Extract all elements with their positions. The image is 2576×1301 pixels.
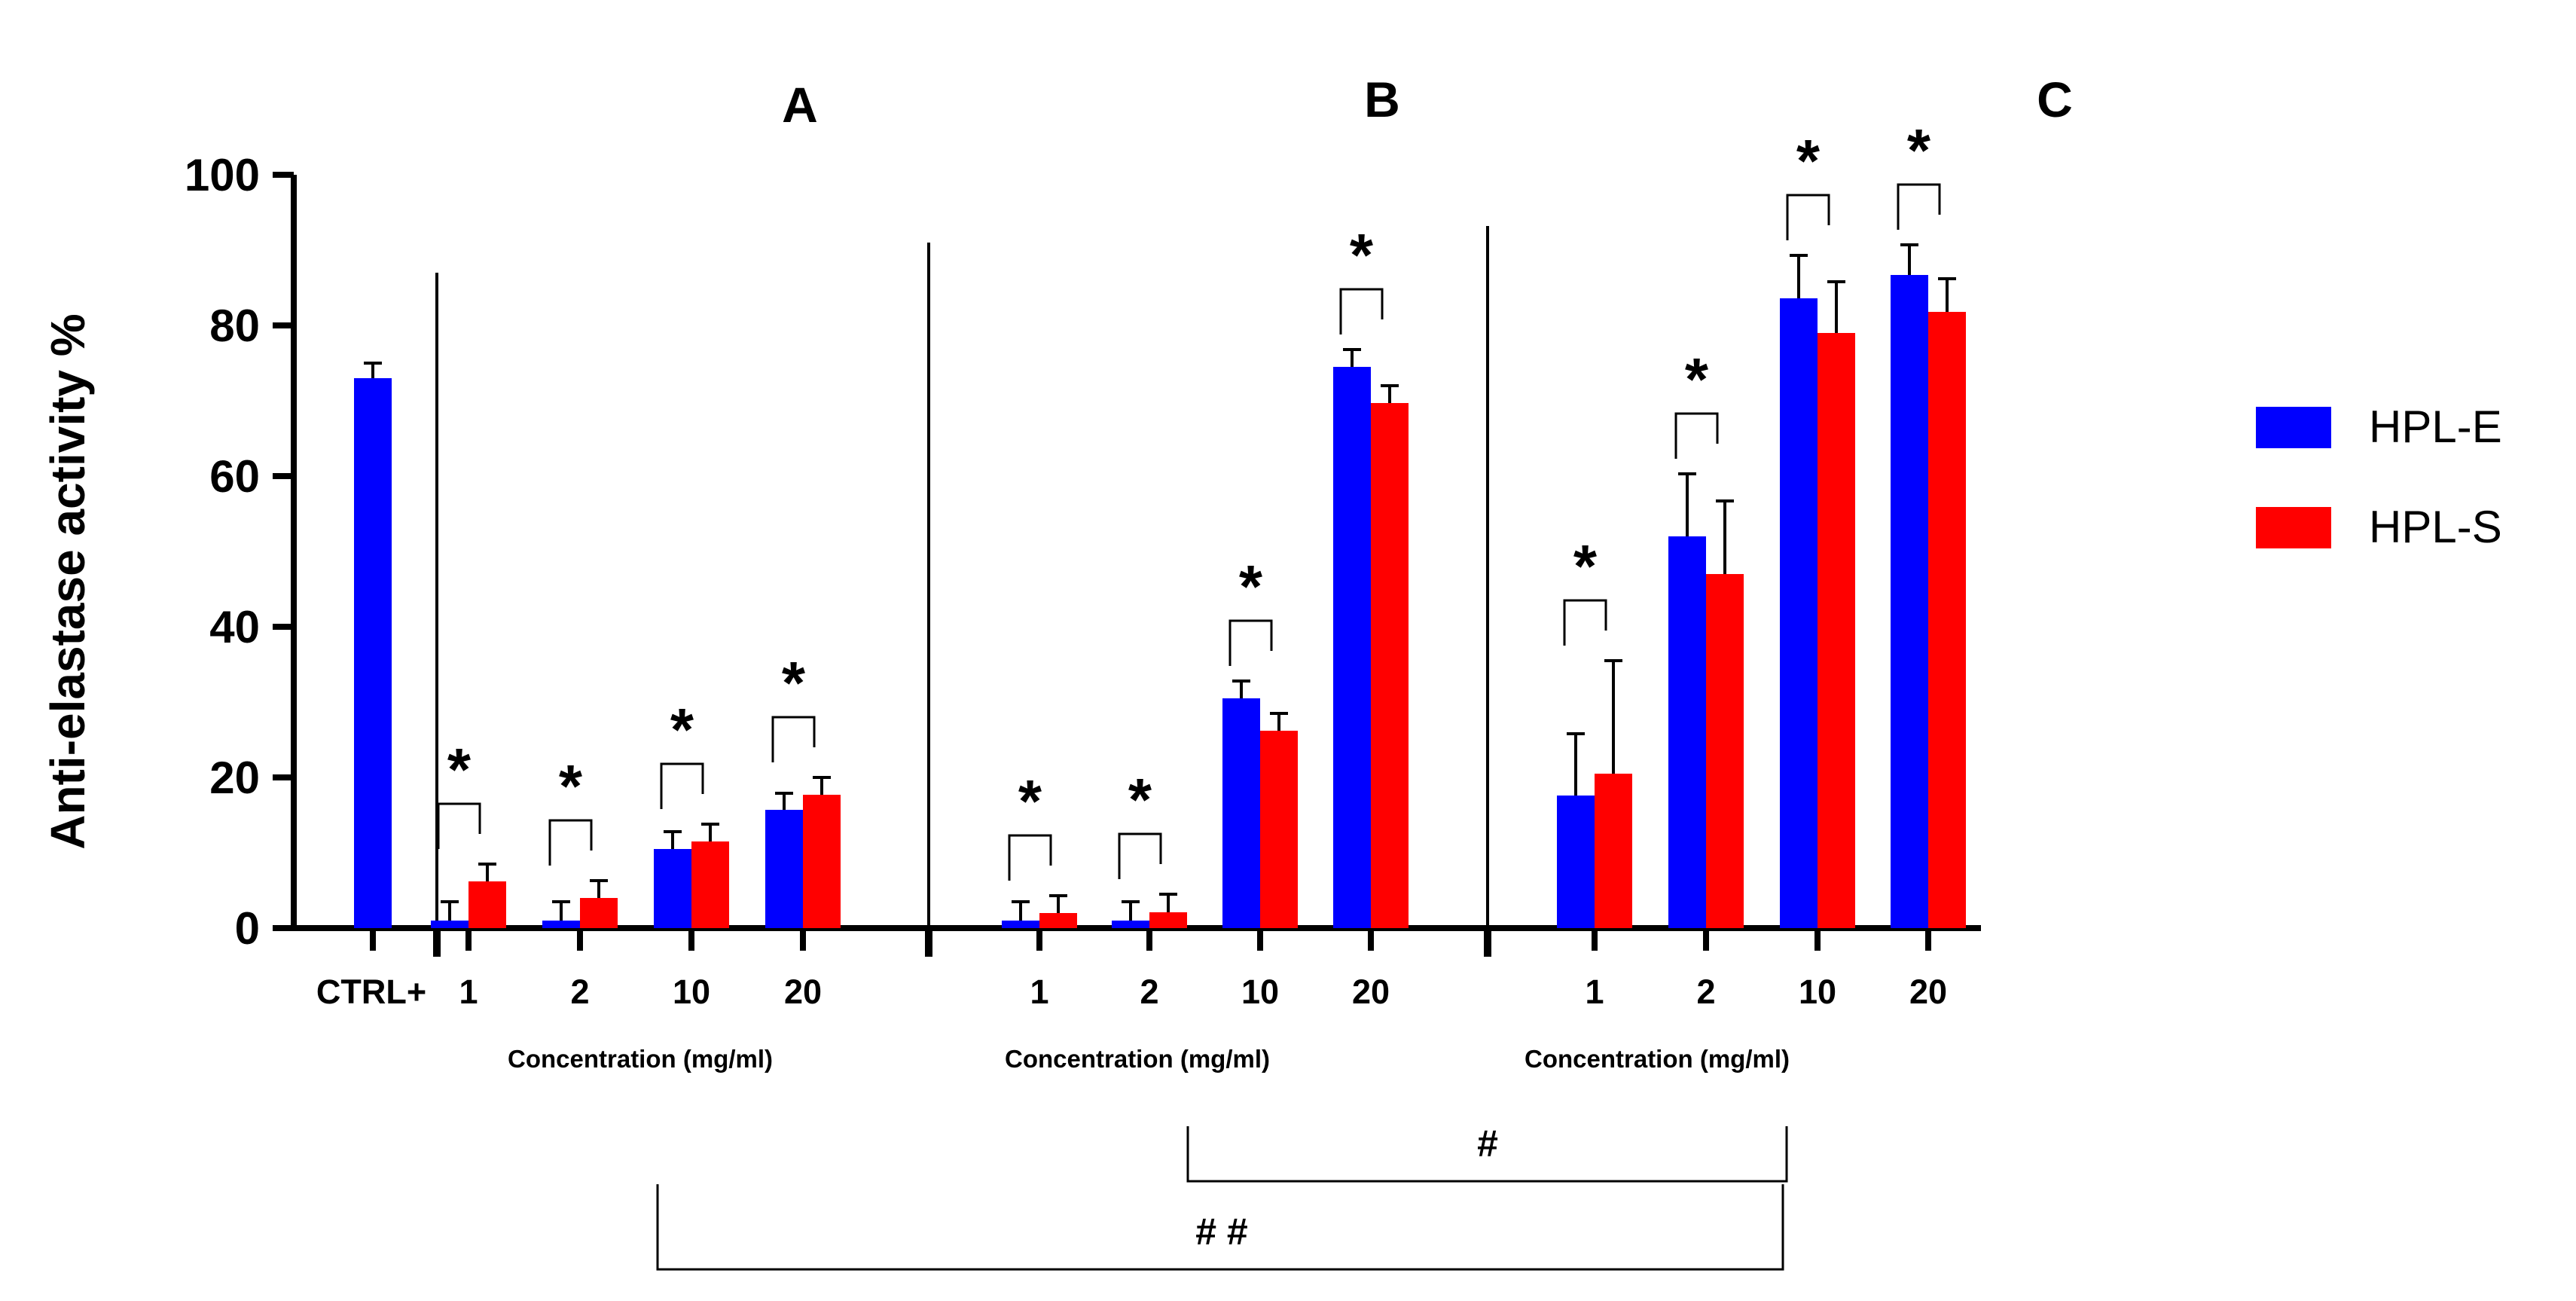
bar-hple bbox=[1780, 298, 1818, 928]
bar-hpls bbox=[1371, 403, 1409, 928]
bar-hpls bbox=[1818, 333, 1855, 928]
significance-star: * bbox=[1239, 553, 1263, 620]
bar-hple bbox=[1557, 796, 1595, 928]
significance-star: * bbox=[1573, 533, 1598, 600]
x-tick-label: 20 bbox=[1909, 973, 1947, 1011]
bar-hpls bbox=[1595, 774, 1632, 928]
bar-hpls bbox=[469, 881, 506, 928]
x-tick-label: 10 bbox=[1799, 973, 1836, 1011]
y-tick-label: 60 bbox=[209, 451, 260, 502]
bar-hple bbox=[431, 921, 469, 928]
group-comparison-bracket bbox=[656, 1184, 1784, 1271]
section-label: B bbox=[1364, 72, 1400, 127]
bar-hple bbox=[1891, 275, 1928, 928]
significance-star: * bbox=[447, 736, 472, 803]
chart-annotations: * * * * * * * * * * * * # # # bbox=[437, 117, 1941, 1271]
group-comparison-label: # bbox=[1477, 1122, 1498, 1165]
chart-legend: HPL-E HPL-S bbox=[2256, 402, 2502, 552]
bar-hple bbox=[1668, 536, 1706, 928]
significance-bracket bbox=[1563, 599, 1607, 646]
bar-hpls bbox=[691, 841, 729, 928]
significance-bracket bbox=[771, 716, 816, 762]
significance-bracket bbox=[1228, 619, 1273, 666]
chart-text: 0 20 40 60 80 100 Anti-elastase activity % CTRL… bbox=[41, 72, 2073, 1073]
bar-hpls bbox=[1260, 731, 1298, 928]
x-tick-label: 20 bbox=[1352, 973, 1390, 1011]
significance-star: * bbox=[782, 649, 806, 716]
bar-hple bbox=[1112, 921, 1149, 928]
x-axis-title: Concentration (mg/ml) bbox=[1525, 1045, 1790, 1073]
significance-bracket bbox=[1897, 183, 1941, 230]
x-tick-label: 2 bbox=[1140, 973, 1158, 1011]
bar-hple bbox=[542, 921, 580, 928]
significance-bracket bbox=[1339, 288, 1384, 334]
significance-star: * bbox=[1907, 117, 1931, 184]
significance-bracket bbox=[1674, 412, 1719, 459]
legend-label-hpl-e: HPL-E bbox=[2369, 402, 2502, 452]
bar-hpls bbox=[1149, 912, 1187, 928]
significance-star: * bbox=[1685, 346, 1709, 413]
bar-hpls bbox=[1928, 312, 1966, 928]
significance-bracket bbox=[1008, 834, 1052, 881]
section-label: C bbox=[2037, 72, 2073, 127]
legend-label-hpl-s: HPL-S bbox=[2369, 502, 2502, 552]
legend-swatch-hpl-s bbox=[2256, 507, 2331, 548]
bar-ctrl bbox=[354, 378, 392, 928]
significance-star: * bbox=[670, 696, 694, 763]
x-axis-title: Concentration (mg/ml) bbox=[1005, 1045, 1270, 1073]
y-tick-label: 80 bbox=[209, 301, 260, 351]
bar-hpls bbox=[803, 795, 841, 928]
significance-bracket bbox=[660, 762, 704, 809]
significance-bracket bbox=[1786, 194, 1830, 240]
bar-hple bbox=[654, 849, 691, 928]
significance-bracket bbox=[437, 802, 481, 849]
significance-star: * bbox=[1796, 127, 1821, 194]
x-tick-label: 1 bbox=[1585, 973, 1604, 1011]
chart-bars bbox=[354, 243, 1966, 928]
x-tick-label: 1 bbox=[1030, 973, 1048, 1011]
bar-hpls bbox=[580, 898, 618, 928]
x-tick-label: 10 bbox=[673, 973, 710, 1011]
x-tick-label: 10 bbox=[1241, 973, 1279, 1011]
group-comparison-bracket bbox=[1186, 1126, 1788, 1183]
legend-swatch-hpl-e bbox=[2256, 407, 2331, 448]
x-tick-label: 1 bbox=[459, 973, 478, 1011]
bar-hple bbox=[1002, 921, 1039, 928]
bar-hple bbox=[765, 810, 803, 928]
significance-star: * bbox=[1018, 768, 1042, 835]
y-axis-title: Anti-elastase activity % bbox=[41, 313, 95, 849]
significance-bracket bbox=[548, 819, 593, 866]
x-tick-label: 2 bbox=[1696, 973, 1715, 1011]
section-label: A bbox=[782, 77, 818, 133]
bar-hple bbox=[1222, 698, 1260, 928]
significance-star: * bbox=[1350, 221, 1374, 289]
significance-star: * bbox=[1128, 766, 1152, 833]
bar-hpls bbox=[1039, 913, 1077, 928]
x-axis-title: Concentration (mg/ml) bbox=[508, 1045, 773, 1073]
x-tick-label-ctrl: CTRL+ bbox=[316, 973, 426, 1011]
y-tick-label: 20 bbox=[209, 753, 260, 803]
y-tick-label: 100 bbox=[185, 150, 260, 200]
bar-hpls bbox=[1706, 574, 1744, 928]
x-tick-label: 2 bbox=[570, 973, 589, 1011]
y-tick-label: 40 bbox=[209, 602, 260, 652]
bar-hple bbox=[1333, 367, 1371, 928]
y-tick-label: 0 bbox=[235, 903, 260, 954]
x-tick-label: 20 bbox=[784, 973, 822, 1011]
significance-star: * bbox=[559, 753, 583, 820]
significance-bracket bbox=[1118, 832, 1162, 879]
group-comparison-label: # # bbox=[1195, 1211, 1248, 1253]
